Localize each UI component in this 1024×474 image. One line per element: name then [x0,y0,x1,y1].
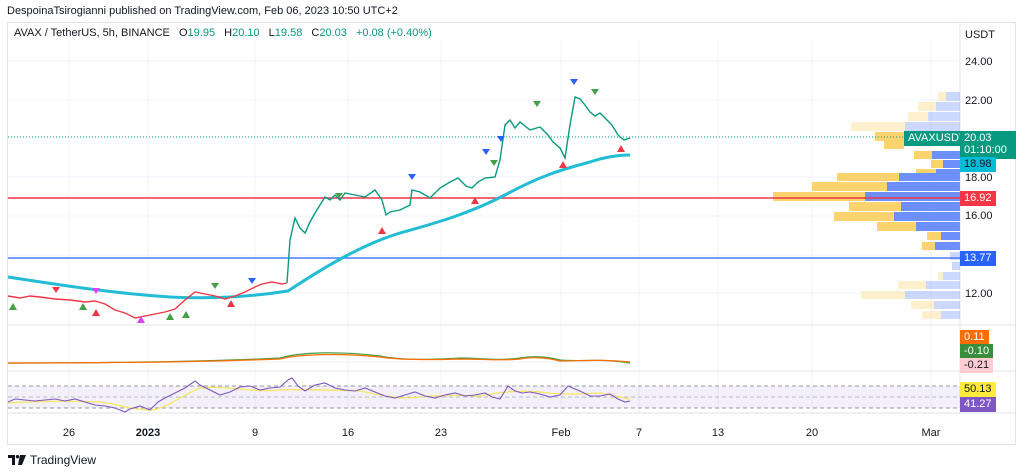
svg-text:24.00: 24.00 [965,56,993,68]
svg-text:12.00: 12.00 [965,288,993,300]
symbol-title[interactable]: AVAX / TetherUS, 5h, BINANCE [14,27,170,39]
grid [8,40,960,413]
svg-text:18.00: 18.00 [965,172,993,184]
close-value: 20.03 [319,27,347,39]
chart-frame [7,22,1016,445]
last-price-badge: 20.03 01:10:00 [960,131,1016,159]
rsi-ma-badge: 50.13 [960,382,996,397]
rsi-value-badge: 41.27 [960,397,996,412]
symbol-tag: AVAXUSDT [904,131,970,146]
svg-text:16: 16 [342,427,354,439]
ma-value-badge: 18.98 [960,157,996,172]
svg-text:7: 7 [636,427,642,439]
svg-text:26: 26 [63,427,75,439]
svg-text:22.00: 22.00 [965,95,993,107]
publisher-line: DespoinaTsirogianni published on Trading… [7,5,398,17]
signal-markers [9,79,625,323]
svg-text:16.00: 16.00 [965,210,993,222]
macd-line [7,353,631,364]
brand-label: TradingView [30,453,97,467]
high-value: 20.10 [232,27,260,39]
currency-label: USDT [965,29,995,41]
moving-average-line[interactable] [7,153,631,300]
rsi-line [7,377,631,413]
open-value: 19.95 [187,27,216,39]
time-axis[interactable]: 26 2023 9 16 23 Feb 7 13 20 Mar [63,427,941,439]
volume-profile [773,92,960,319]
low-value: 19.58 [274,27,303,39]
svg-text:13: 13 [712,427,724,439]
rsi-pane[interactable] [7,377,960,413]
macd-value-badge: 0.11 [960,330,989,345]
svg-text:20: 20 [806,427,818,439]
symbol-legend: AVAX / TetherUS, 5h, BINANCE O19.95 H20.… [14,27,432,39]
price-axis[interactable]: USDT 24.00 22.00 18.00 16.00 12.00 [965,29,995,300]
signal-value-badge: -0.10 [960,344,994,359]
candles[interactable] [7,96,631,319]
change-value: +0.08 (+0.40%) [355,27,432,39]
svg-text:9: 9 [252,427,258,439]
svg-text:2023: 2023 [136,427,160,439]
svg-text:23: 23 [435,427,447,439]
svg-text:Feb: Feb [552,427,571,439]
footer-brand[interactable]: TradingView [8,453,96,467]
svg-text:Mar: Mar [922,427,941,439]
bar-countdown: 01:10:00 [964,144,1007,156]
histogram-value-badge: -0.21 [960,358,994,373]
red-level-badge: 16.92 [960,191,996,206]
tradingview-logo-icon [8,455,26,465]
blue-level-badge: 13.77 [960,251,996,266]
macd-pane[interactable] [7,352,631,364]
